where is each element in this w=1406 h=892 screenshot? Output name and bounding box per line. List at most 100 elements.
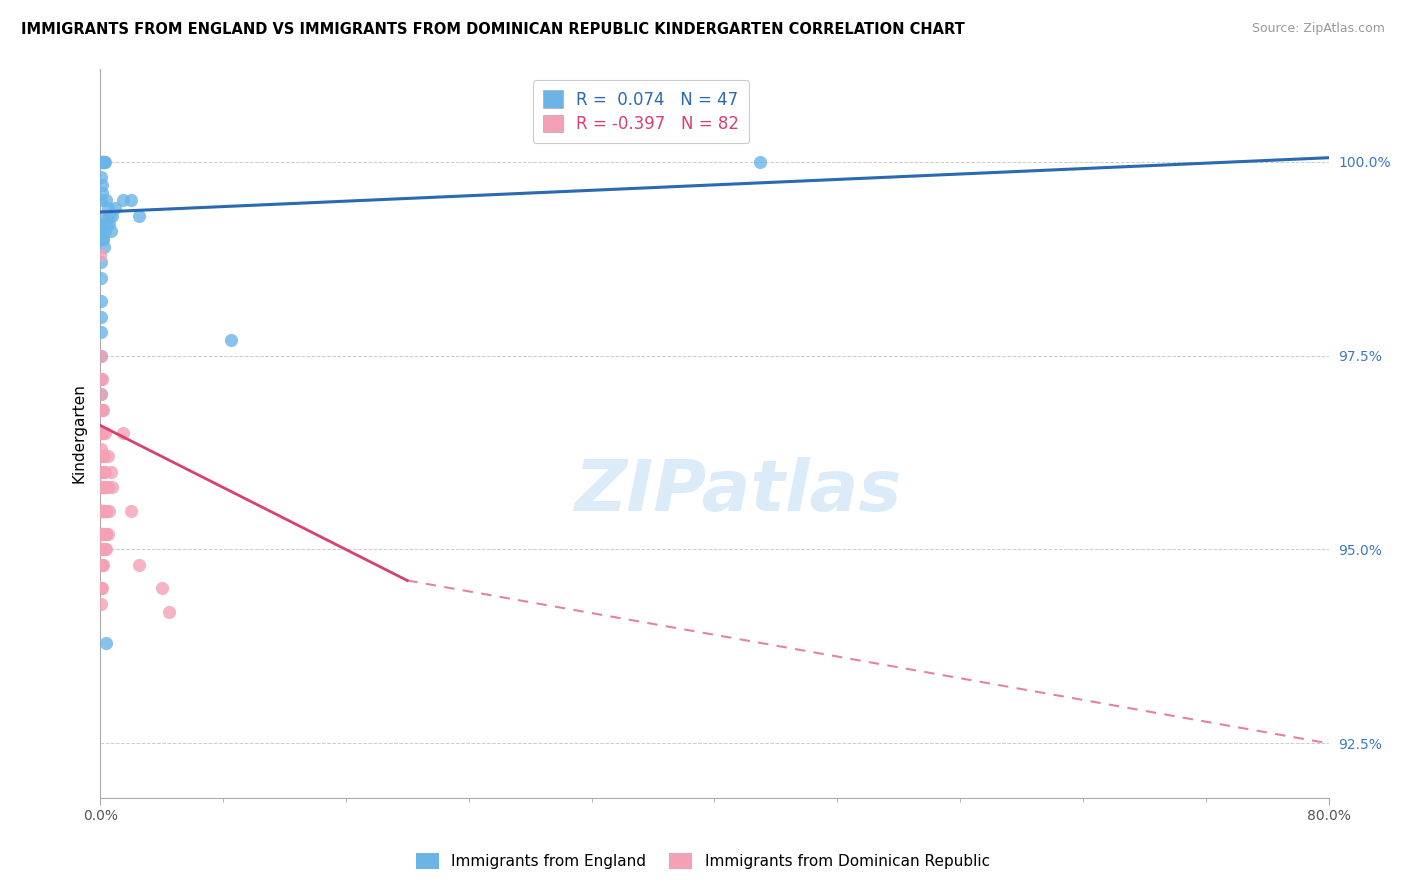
Point — [91, 154, 114, 169]
Point — [120, 194, 142, 208]
Point — [91, 186, 114, 200]
Point — [97, 201, 120, 215]
Point — [91, 503, 114, 517]
Text: IMMIGRANTS FROM ENGLAND VS IMMIGRANTS FROM DOMINICAN REPUBLIC KINDERGARTEN CORRE: IMMIGRANTS FROM ENGLAND VS IMMIGRANTS FR… — [21, 22, 965, 37]
Point — [90, 503, 112, 517]
Point — [90, 503, 112, 517]
Point — [96, 527, 118, 541]
Text: Source: ZipAtlas.com: Source: ZipAtlas.com — [1251, 22, 1385, 36]
Point — [90, 209, 112, 223]
Point — [90, 558, 112, 572]
Point — [89, 248, 111, 262]
Point — [91, 402, 114, 417]
Point — [90, 294, 112, 309]
Point — [93, 240, 115, 254]
Point — [90, 154, 112, 169]
Point — [97, 217, 120, 231]
Point — [93, 154, 115, 169]
Point — [90, 503, 112, 517]
Point — [91, 503, 114, 517]
Point — [91, 480, 114, 494]
Point — [91, 527, 114, 541]
Point — [93, 542, 115, 557]
Point — [91, 558, 114, 572]
Point — [94, 480, 117, 494]
Point — [90, 597, 112, 611]
Point — [100, 465, 122, 479]
Point — [91, 503, 114, 517]
Point — [94, 503, 117, 517]
Point — [91, 224, 114, 238]
Point — [91, 465, 114, 479]
Point — [90, 527, 112, 541]
Point — [90, 480, 112, 494]
Point — [96, 503, 118, 517]
Point — [90, 349, 112, 363]
Point — [90, 480, 112, 494]
Point — [120, 503, 142, 517]
Point — [97, 527, 120, 541]
Point — [93, 154, 115, 169]
Point — [90, 542, 112, 557]
Point — [93, 480, 115, 494]
Point — [91, 450, 114, 464]
Point — [90, 581, 112, 595]
Point — [91, 480, 114, 494]
Point — [90, 387, 112, 401]
Point — [97, 480, 120, 494]
Point — [90, 194, 112, 208]
Point — [91, 450, 114, 464]
Point — [91, 450, 114, 464]
Point — [91, 154, 114, 169]
Legend: Immigrants from England, Immigrants from Dominican Republic: Immigrants from England, Immigrants from… — [411, 847, 995, 875]
Point — [90, 402, 112, 417]
Legend: R =  0.074   N = 47, R = -0.397   N = 82: R = 0.074 N = 47, R = -0.397 N = 82 — [533, 80, 749, 144]
Point — [91, 527, 114, 541]
Point — [101, 480, 124, 494]
Point — [91, 527, 114, 541]
Point — [90, 480, 112, 494]
Point — [219, 333, 242, 347]
Point — [90, 310, 112, 324]
Point — [90, 325, 112, 339]
Point — [90, 154, 112, 169]
Point — [90, 527, 112, 541]
Point — [91, 503, 114, 517]
Point — [90, 503, 112, 517]
Point — [91, 154, 114, 169]
Point — [91, 154, 114, 169]
Point — [91, 232, 114, 246]
Text: ZIPatlas: ZIPatlas — [575, 457, 903, 526]
Point — [90, 402, 112, 417]
Point — [93, 154, 115, 169]
Point — [128, 558, 150, 572]
Point — [93, 465, 115, 479]
Point — [90, 170, 112, 185]
Point — [91, 558, 114, 572]
Point — [90, 387, 112, 401]
Point — [91, 542, 114, 557]
Point — [90, 442, 112, 456]
Point — [90, 402, 112, 417]
Point — [90, 372, 112, 386]
Point — [90, 465, 112, 479]
Point — [90, 372, 112, 386]
Point — [98, 209, 121, 223]
Point — [90, 426, 112, 441]
Point — [94, 217, 117, 231]
Point — [112, 194, 135, 208]
Point — [90, 581, 112, 595]
Point — [90, 465, 112, 479]
Point — [91, 581, 114, 595]
Point — [93, 450, 115, 464]
Point — [90, 217, 112, 231]
Point — [150, 581, 173, 595]
Point — [90, 465, 112, 479]
Point — [749, 154, 772, 169]
Y-axis label: Kindergarten: Kindergarten — [72, 384, 86, 483]
Point — [94, 635, 117, 649]
Point — [90, 178, 112, 192]
Point — [101, 209, 124, 223]
Point — [112, 426, 135, 441]
Point — [93, 503, 115, 517]
